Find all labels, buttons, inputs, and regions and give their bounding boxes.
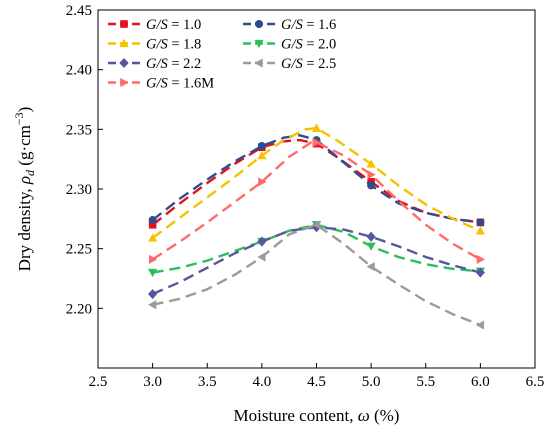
legend-swatch-marker-6 (254, 58, 263, 68)
data-point-2-2 (257, 142, 266, 151)
data-point-7-3 (312, 137, 322, 148)
legend-label-6: G/S = 2.5 (281, 56, 336, 72)
legend-label-2: G/S = 1.6 (281, 17, 336, 33)
series-line-6 (152, 223, 481, 327)
x-axis-label: Moisture content, ω (%) (234, 406, 400, 425)
series-line-7 (151, 141, 481, 261)
data-point-6-4 (366, 261, 375, 272)
data-point-4-1 (148, 268, 158, 278)
data-point-6-2 (257, 252, 266, 262)
legend-item-6: G/S = 2.5 (243, 56, 336, 72)
data-point-7-5 (476, 254, 485, 265)
data-point-5-2 (257, 236, 267, 247)
data-point-3-4 (366, 159, 376, 168)
y-tick-label-6: 2.45 (66, 3, 92, 19)
data-point-6-5 (475, 320, 485, 330)
x-tick-label-6: 5.0 (362, 374, 381, 390)
data-point-2-5 (476, 218, 485, 227)
y-axis-label: Dry density, ρd (g·cm−3) (12, 107, 37, 272)
x-tick-label-8: 6.0 (471, 374, 490, 390)
series-2 (148, 134, 485, 227)
legend-item-3: G/S = 1.8 (108, 37, 201, 53)
y-tick-label-2: 2.25 (66, 242, 92, 258)
legend-label-1: G/S = 1.0 (146, 17, 201, 33)
legend-swatch-marker-7 (120, 77, 129, 88)
legend: G/S = 1.0 G/S = 1.6 G/S = 1.8 G/S = 2.0 G/S … (108, 17, 336, 92)
x-tick-label-1: 2.5 (89, 374, 108, 390)
y-tick-label-3: 2.30 (66, 182, 92, 198)
ticks-layer: 2.5 3.0 3.5 4.0 4.5 5.0 5.5 6.0 6.5 2.20 2.25 2.30 2… (66, 3, 545, 390)
x-tick-label-4: 4.0 (253, 374, 272, 390)
series-line-5 (152, 225, 481, 296)
y-tick-label-4: 2.35 (66, 122, 92, 138)
y-tick-label-1: 2.20 (66, 301, 92, 317)
data-point-7-1 (148, 254, 158, 265)
data-point-6-1 (148, 300, 157, 310)
data-point-3-5 (475, 226, 485, 235)
series-layer (148, 123, 485, 330)
legend-swatch-marker-4 (254, 39, 264, 49)
data-point-7-4 (367, 170, 376, 180)
y-tick-label-5: 2.40 (66, 63, 92, 79)
legend-swatch-marker-1 (120, 20, 128, 28)
legend-item-5: G/S = 2.2 (108, 56, 201, 72)
x-tick-label-2: 3.0 (143, 374, 162, 390)
data-point-3-2 (257, 150, 267, 160)
data-point-2-4 (367, 181, 376, 190)
legend-label-3: G/S = 1.8 (146, 37, 201, 53)
series-line-3 (151, 126, 481, 239)
data-point-4-4 (366, 242, 376, 251)
data-point-5-5 (475, 267, 485, 278)
legend-item-4: G/S = 2.0 (243, 37, 336, 53)
series-7 (148, 137, 485, 265)
legend-item-2: G/S = 1.6 (243, 17, 336, 33)
series-6 (148, 220, 485, 330)
legend-swatch-marker-2 (255, 20, 263, 28)
data-point-7-2 (258, 177, 267, 187)
data-point-2-1 (148, 216, 157, 225)
legend-item-7: G/S = 1.6M (108, 76, 214, 92)
legend-item-1: G/S = 1.0 (108, 17, 201, 33)
x-tick-label-7: 5.5 (416, 374, 435, 390)
legend-swatch-marker-5 (119, 57, 129, 69)
series-3 (148, 123, 485, 242)
data-point-5-1 (148, 288, 158, 300)
data-point-6-3 (311, 220, 321, 230)
data-point-1-1 (148, 221, 157, 229)
data-point-3-1 (148, 233, 158, 242)
legend-label-7: G/S = 1.6M (146, 76, 214, 92)
x-tick-label-3: 3.5 (198, 374, 217, 390)
legend-swatch-marker-3 (119, 38, 129, 48)
legend-label-5: G/S = 2.2 (146, 56, 201, 72)
x-tick-label-9: 6.5 (526, 374, 545, 390)
series-5 (148, 222, 485, 300)
data-point-5-4 (366, 231, 376, 242)
legend-label-4: G/S = 2.0 (281, 37, 336, 53)
series-line-2 (151, 134, 481, 224)
data-point-3-3 (311, 123, 322, 132)
x-tick-label-5: 4.5 (307, 374, 326, 390)
